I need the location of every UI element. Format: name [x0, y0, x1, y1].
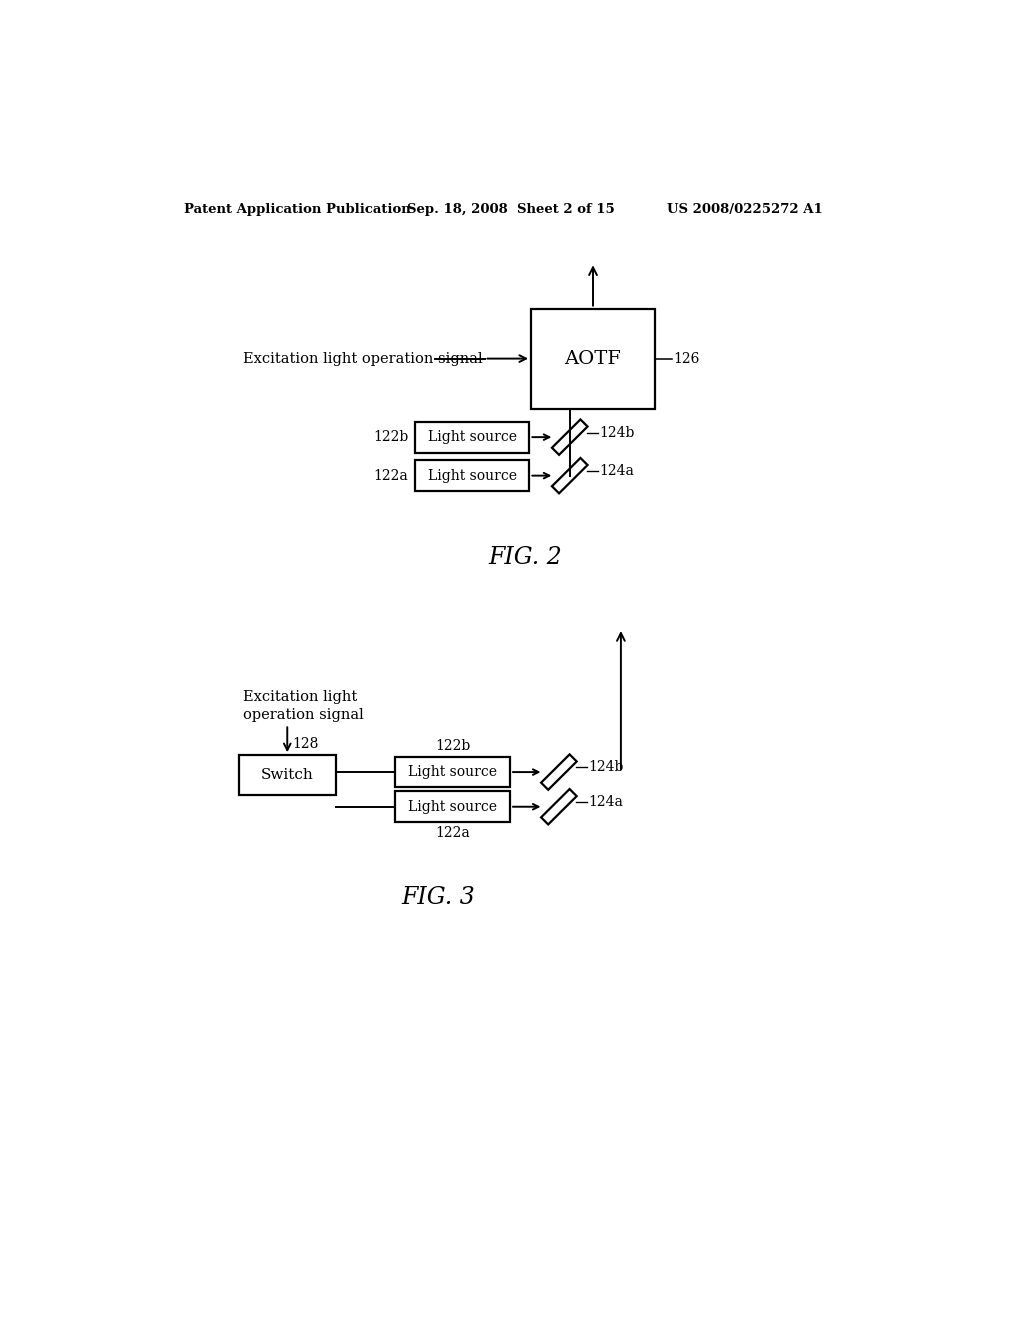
- Text: Sep. 18, 2008  Sheet 2 of 15: Sep. 18, 2008 Sheet 2 of 15: [407, 203, 614, 216]
- Text: Light source: Light source: [409, 800, 498, 813]
- Bar: [395, 756, 510, 788]
- Text: 122a: 122a: [435, 826, 470, 840]
- Text: Light source: Light source: [409, 766, 498, 779]
- Polygon shape: [552, 458, 588, 494]
- Text: Patent Application Publication: Patent Application Publication: [183, 203, 411, 216]
- Text: 122b: 122b: [435, 739, 470, 752]
- Bar: [415, 422, 529, 453]
- Text: Switch: Switch: [261, 768, 313, 783]
- Text: US 2008/0225272 A1: US 2008/0225272 A1: [667, 203, 822, 216]
- Polygon shape: [541, 789, 577, 825]
- Polygon shape: [552, 420, 588, 455]
- Text: 126: 126: [674, 351, 700, 366]
- Text: Excitation light: Excitation light: [243, 690, 357, 705]
- Bar: [415, 461, 529, 491]
- Text: 124a: 124a: [589, 795, 624, 809]
- Text: 122b: 122b: [374, 430, 409, 444]
- Text: 124b: 124b: [589, 760, 624, 775]
- Text: Light source: Light source: [428, 430, 516, 444]
- Polygon shape: [541, 755, 577, 789]
- Text: 124b: 124b: [599, 425, 635, 440]
- Bar: [531, 309, 655, 409]
- Text: Excitation light operation signal: Excitation light operation signal: [243, 351, 482, 366]
- Text: Light source: Light source: [428, 469, 516, 483]
- Text: operation signal: operation signal: [243, 708, 364, 722]
- Text: 128: 128: [292, 737, 318, 751]
- Text: 124a: 124a: [599, 465, 634, 478]
- Text: AOTF: AOTF: [564, 350, 622, 367]
- Bar: [395, 792, 510, 822]
- Text: FIG. 3: FIG. 3: [401, 886, 475, 909]
- Text: FIG. 2: FIG. 2: [487, 545, 562, 569]
- Text: 122a: 122a: [374, 469, 409, 483]
- Bar: [239, 755, 336, 795]
